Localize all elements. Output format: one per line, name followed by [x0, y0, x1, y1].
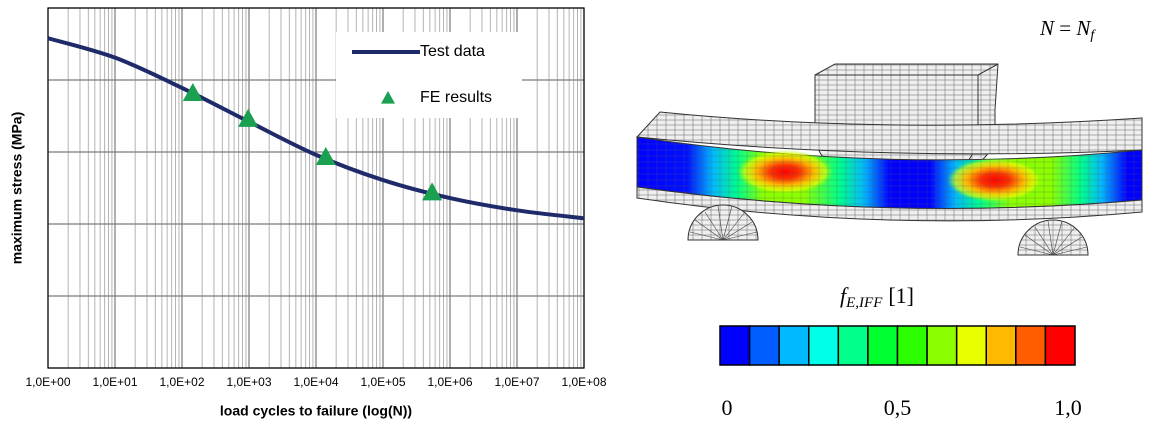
- colorbar-cell: [868, 326, 898, 365]
- colorbar-cell: [1045, 326, 1075, 365]
- colorbar-cell: [1016, 326, 1046, 365]
- colorbar-cell: [986, 326, 1016, 365]
- x-tick-label: 1,0E+08: [561, 375, 606, 389]
- legend-label: FE results: [420, 89, 492, 106]
- x-tick-label: 1,0E+05: [360, 375, 405, 389]
- legend: Test data FE results: [336, 32, 522, 118]
- x-tick-label: 1,0E+06: [427, 375, 472, 389]
- annotation: N = Nf: [1039, 16, 1096, 43]
- x-tick-label: 1,0E+03: [226, 375, 271, 389]
- x-tick-label: 1,0E+01: [92, 375, 137, 389]
- x-tick-label: 1,0E+07: [494, 375, 539, 389]
- colorbar-cell: [957, 326, 987, 365]
- colorbar-cell: [779, 326, 809, 365]
- colorbar-unit: [1]: [888, 283, 914, 308]
- colorbar-tick-label: 0: [722, 395, 733, 420]
- x-axis-title: load cycles to failure (log(N)): [220, 403, 412, 419]
- colorbar-cell: [838, 326, 868, 365]
- colorbar-cell: [809, 326, 839, 365]
- x-tick-label: 1,0E+02: [159, 375, 204, 389]
- colorbar-title: fE,IFF[1]: [840, 283, 914, 311]
- y-axis-title: maximum stress (MPa): [9, 112, 25, 265]
- colorbar-tick-label: 1,0: [1054, 395, 1082, 420]
- x-tick-label: 1,0E+04: [293, 375, 338, 389]
- fe-figure: N = Nf f E,IFF [1] 0 0,5 1,0: [637, 16, 1142, 420]
- chart: maximum stress (MPa) load cycles to fail…: [9, 8, 607, 419]
- annotation-subscript: f: [1090, 28, 1096, 43]
- colorbar-subscript: E,IFF: [845, 295, 883, 311]
- legend-label: Test data: [420, 43, 485, 60]
- colorbar-cell: [750, 326, 780, 365]
- x-tick-label: 1,0E+00: [25, 375, 70, 389]
- annotation-rhs: N: [1075, 16, 1091, 40]
- annotation-lhs: N: [1039, 16, 1055, 40]
- colorbar-cell: [898, 326, 928, 365]
- annotation-operator: =: [1059, 16, 1071, 40]
- colorbar-tick-label: 0,5: [884, 395, 912, 420]
- colorbar-cell: [927, 326, 957, 365]
- page: maximum stress (MPa) load cycles to fail…: [0, 0, 1157, 430]
- colorbar-cell: [720, 326, 750, 365]
